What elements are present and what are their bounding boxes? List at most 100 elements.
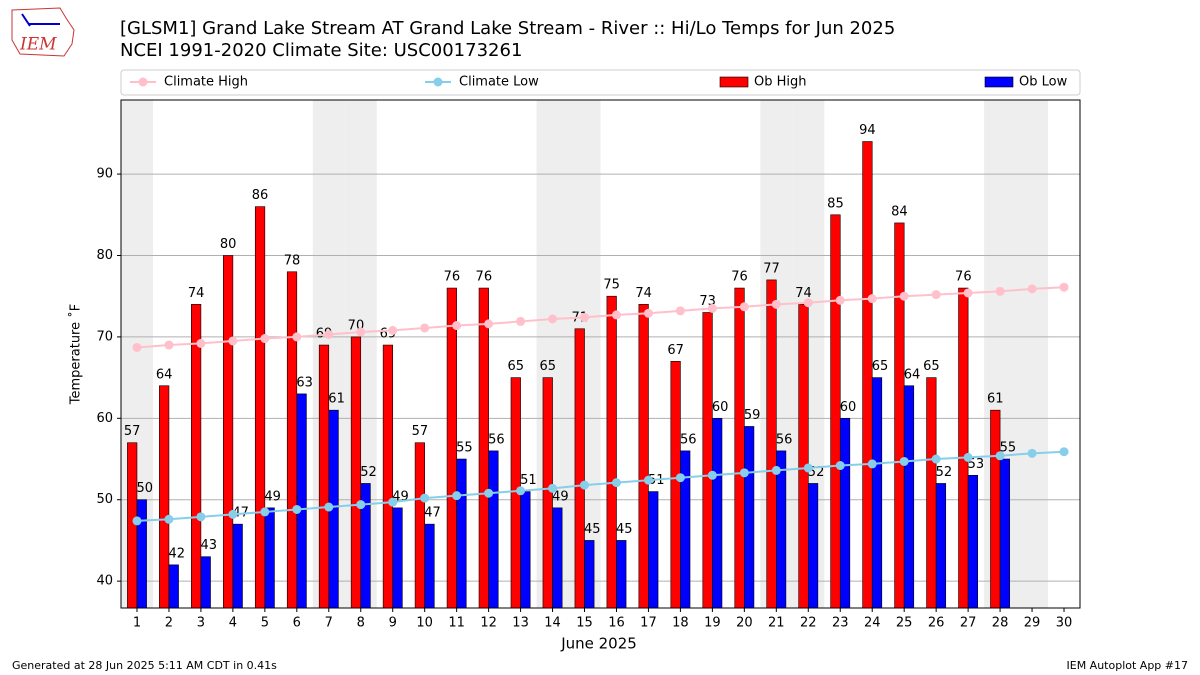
x-tick-label: 9 — [389, 616, 397, 631]
x-tick-label: 6 — [293, 616, 301, 631]
bar-value-label: 52 — [936, 465, 953, 480]
line-point — [452, 491, 462, 501]
bar — [839, 418, 851, 609]
line-point — [899, 291, 909, 301]
line-point — [675, 473, 685, 483]
bar-value-label: 56 — [680, 432, 697, 447]
line-point — [611, 478, 621, 488]
y-tick-label: 50 — [96, 492, 113, 507]
x-tick-label: 12 — [480, 616, 497, 631]
bar-value-label: 43 — [200, 538, 217, 553]
line-point — [260, 334, 270, 344]
bar — [606, 295, 617, 609]
legend-label: Ob Low — [1019, 75, 1068, 90]
line-point — [931, 290, 941, 300]
line-point — [164, 514, 174, 524]
bar — [456, 458, 467, 609]
bar-value-label: 61 — [328, 392, 345, 407]
line-point — [388, 325, 398, 335]
bar — [638, 304, 649, 609]
line-point — [995, 451, 1005, 461]
logo-outline — [11, 7, 75, 57]
bar — [552, 507, 563, 609]
x-tick-label: 2 — [165, 616, 173, 631]
line — [136, 450, 1065, 522]
bar-value-label: 84 — [891, 204, 908, 219]
line-point — [292, 332, 302, 342]
line-point — [132, 342, 142, 352]
x-tick-label: 30 — [1056, 616, 1073, 631]
bar — [296, 393, 307, 609]
bar-value-label: 80 — [220, 237, 237, 252]
bar — [232, 523, 243, 609]
line-point — [388, 497, 398, 507]
line-point — [580, 312, 590, 322]
y-tick-label: 90 — [96, 167, 113, 182]
bar-value-label: 42 — [168, 546, 185, 561]
line-point — [484, 488, 494, 498]
x-tick-label: 11 — [448, 616, 465, 631]
bar-value-label: 49 — [552, 489, 569, 504]
bar-value-label: 76 — [444, 270, 461, 285]
bar-value-label: 45 — [616, 522, 633, 537]
line-point — [356, 327, 366, 337]
legend-swatch — [984, 76, 1014, 88]
bar-value-label: 57 — [412, 424, 429, 439]
x-tick-label: 1 — [133, 616, 141, 631]
x-tick-label: 27 — [960, 616, 977, 631]
bar — [734, 287, 745, 609]
line-point — [196, 338, 206, 348]
line-point — [1059, 447, 1069, 457]
x-tick-label: 14 — [544, 616, 561, 631]
legend-swatch — [719, 76, 749, 88]
bar — [264, 507, 275, 609]
bar-value-label: 65 — [508, 359, 525, 374]
legend-label: Ob High — [754, 75, 807, 90]
x-tick-label: 10 — [416, 616, 433, 631]
plot-frame — [120, 99, 1081, 609]
line-point — [132, 516, 142, 526]
bar-value-label: 59 — [744, 408, 761, 423]
bar — [871, 377, 883, 609]
bar — [488, 450, 499, 609]
bar — [903, 385, 915, 609]
bar-value-label: 85 — [827, 196, 844, 211]
line-point — [580, 480, 590, 490]
line-point — [324, 502, 334, 512]
chart-subtitle: NCEI 1991-2020 Climate Site: USC00173261 — [120, 40, 522, 61]
y-tick-label: 60 — [96, 411, 113, 426]
x-tick-label: 20 — [736, 616, 753, 631]
x-tick-label: 29 — [1024, 616, 1041, 631]
weekend-band — [1016, 100, 1049, 608]
bar-value-label: 55 — [456, 441, 473, 456]
line-point — [771, 299, 781, 309]
line-point — [292, 504, 302, 514]
line-point — [516, 316, 526, 326]
bar-value-label: 47 — [424, 506, 441, 521]
bar — [382, 344, 394, 609]
legend-swatch — [433, 77, 443, 87]
line-point — [356, 500, 366, 510]
line-point — [835, 461, 845, 471]
bar — [520, 491, 531, 609]
legend-label: Climate Low — [459, 75, 539, 90]
bar — [798, 304, 809, 609]
y-tick-label: 70 — [96, 329, 113, 344]
line-point — [803, 463, 813, 473]
bar — [478, 287, 489, 609]
bar-value-label: 86 — [252, 188, 269, 203]
bar — [702, 312, 713, 609]
line-point — [228, 509, 238, 519]
y-axis-label: Temperature ˚F — [68, 304, 84, 405]
chart-title: [GLSM1] Grand Lake Stream AT Grand Lake … — [120, 18, 895, 39]
x-tick-label: 16 — [608, 616, 625, 631]
y-tick-label: 80 — [96, 248, 113, 263]
bar-value-label: 60 — [840, 400, 857, 415]
x-tick-label: 7 — [325, 616, 333, 631]
logo-text: IEM — [19, 35, 57, 55]
x-tick-label: 19 — [704, 616, 721, 631]
bar — [999, 458, 1010, 609]
x-tick-label: 15 — [576, 616, 593, 631]
bar-value-label: 74 — [188, 286, 205, 301]
